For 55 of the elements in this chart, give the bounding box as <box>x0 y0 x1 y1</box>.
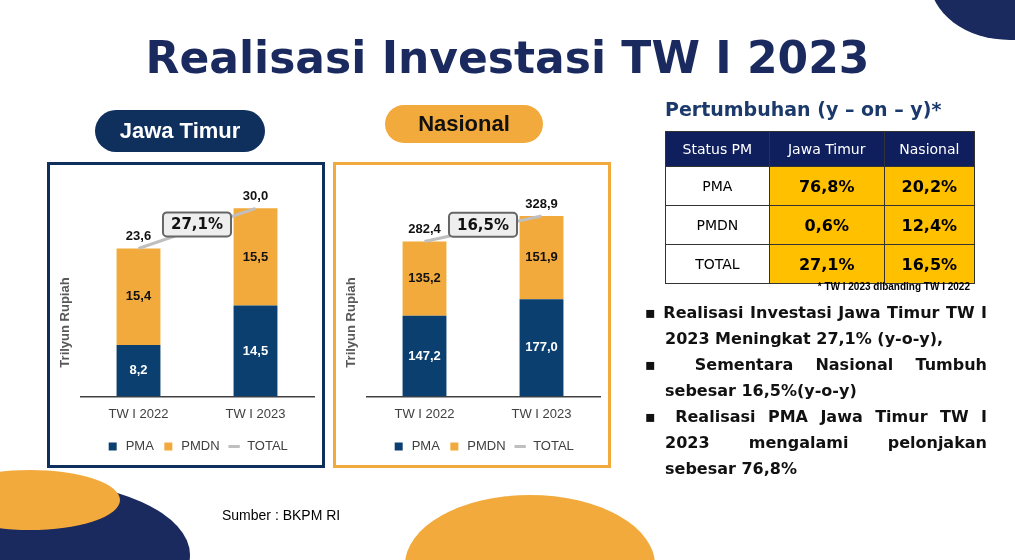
legend-label: TOTAL <box>247 438 288 454</box>
data-label: 151,9 <box>525 249 558 265</box>
data-label: 30,0 <box>242 187 269 203</box>
bar <box>519 299 564 397</box>
bar <box>402 315 447 397</box>
text: 27,1% <box>798 254 855 274</box>
text: ▪ Realisasi PMA Jawa Timur TW I 2023 mengalami pelonjakan sebesar 76,8% <box>645 406 987 480</box>
x-tick-label: TW I 2022 <box>108 405 169 421</box>
category-label: PMA <box>702 178 733 194</box>
text: 16,5% <box>901 254 958 274</box>
data-label: 147,2 <box>408 347 441 363</box>
text: Status PM <box>665 131 770 167</box>
text: ▪ Sementara Nasional Tumbuh sebesar 16,5%(y-o-y) <box>645 354 987 402</box>
text: 76,8% <box>798 176 855 196</box>
legend-label: PMA <box>411 438 441 454</box>
text: 12,4% <box>901 215 958 235</box>
legend-label: PMA <box>125 438 155 454</box>
category-label: Jawa Timur <box>769 131 885 167</box>
text: 20,2% <box>901 176 958 196</box>
legend-label: PMDN <box>181 438 220 454</box>
data-label: 15,4 <box>125 288 152 304</box>
bar <box>519 216 564 300</box>
y-axis-title: Trilyun Rupiah <box>56 276 72 370</box>
annotation: 27,1% <box>170 215 224 234</box>
x-tick-label: TW I 2022 <box>394 405 455 421</box>
annotation: 16,5% <box>456 215 510 234</box>
category-label: Nasional <box>884 131 975 167</box>
text: Jawa Timur <box>95 110 265 152</box>
data-label: 8,2 <box>129 362 148 378</box>
data-label: 135,2 <box>408 270 441 286</box>
bar <box>116 248 161 345</box>
bar <box>233 305 278 397</box>
text: Nasional <box>385 105 543 143</box>
category-label: PMDN <box>696 217 739 233</box>
x-tick-label: TW I 2023 <box>225 405 286 421</box>
data-label: 177,0 <box>525 339 558 355</box>
text: Pertumbuhan (y – on – y)* <box>665 98 942 120</box>
data-label: 23,6 <box>125 228 152 244</box>
text: Realisasi Investasi TW I 2023 <box>144 32 871 83</box>
bar <box>402 241 447 316</box>
text: Sumber : BKPM RI <box>222 507 341 523</box>
data-label: 14,5 <box>242 342 269 358</box>
x-tick-label: TW I 2023 <box>511 405 572 421</box>
data-label: 15,5 <box>242 248 269 264</box>
text: 0,6% <box>804 215 849 235</box>
bar <box>233 208 278 306</box>
data-label: 282,4 <box>408 221 442 237</box>
text: ▪ Realisasi Investasi Jawa Timur TW I 2023 Meningkat 27,1% (y-o-y), <box>645 302 987 350</box>
legend-label: PMDN <box>467 438 506 454</box>
bar <box>116 345 161 397</box>
legend-label: TOTAL <box>533 438 574 454</box>
y-axis-title: Trilyun Rupiah <box>342 276 358 370</box>
category-label: TOTAL <box>695 256 740 272</box>
text: * TW I 2023 dibanding TW I 2022 <box>816 281 970 292</box>
data-label: 328,9 <box>525 195 558 211</box>
